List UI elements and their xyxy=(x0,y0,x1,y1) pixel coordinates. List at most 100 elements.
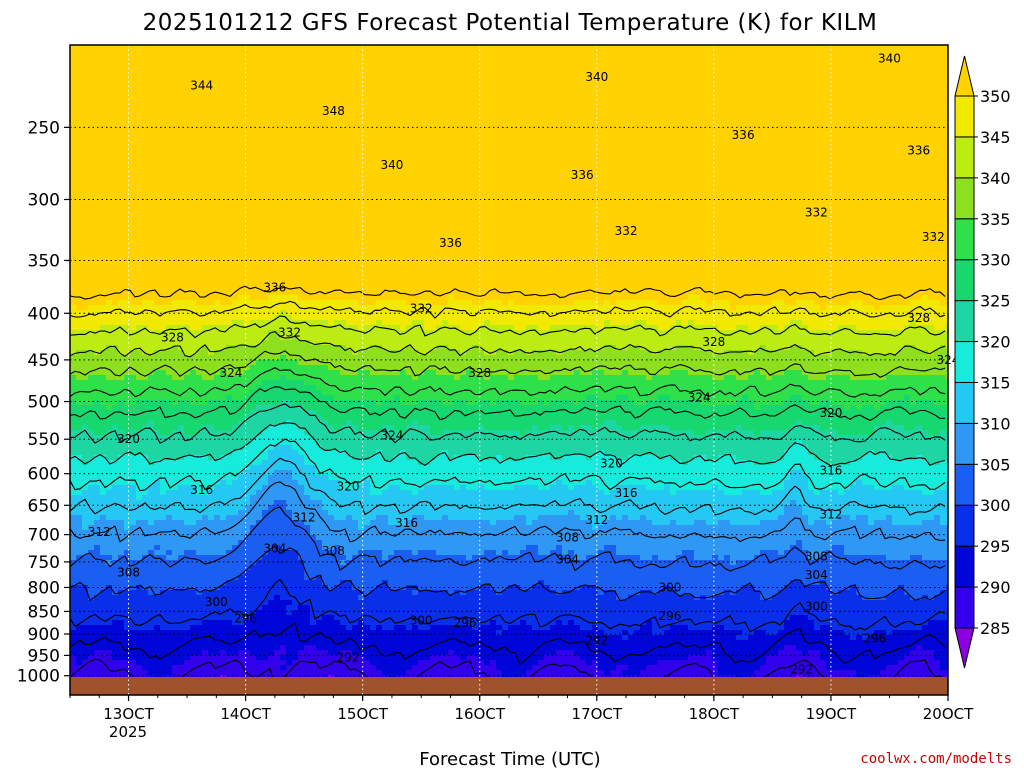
band-cell xyxy=(898,660,905,686)
band-cell xyxy=(424,660,431,691)
band-cell xyxy=(412,595,419,626)
band-cell xyxy=(886,595,893,636)
band-cell xyxy=(190,330,197,356)
contour-label: 316 xyxy=(615,486,638,500)
band-cell xyxy=(238,540,245,576)
band-cell xyxy=(142,45,149,301)
band-cell xyxy=(316,620,323,651)
band-cell xyxy=(208,490,215,521)
band-cell xyxy=(718,300,725,331)
band-cell xyxy=(700,405,707,436)
band-cell xyxy=(256,345,263,361)
band-cell xyxy=(256,560,263,611)
band-cell xyxy=(178,555,185,591)
band-cell xyxy=(160,555,167,591)
band-cell xyxy=(610,325,617,346)
band-cell xyxy=(502,520,509,551)
band-cell xyxy=(448,295,455,326)
band-cell xyxy=(310,645,317,686)
band-cell xyxy=(496,595,503,626)
band-cell xyxy=(340,425,347,451)
band-cell xyxy=(556,375,563,401)
band-cell xyxy=(826,400,833,431)
band-cell xyxy=(874,630,881,676)
band-cell xyxy=(70,585,77,631)
band-cell xyxy=(136,520,143,561)
band-cell xyxy=(160,400,167,436)
band-cell xyxy=(412,45,419,306)
band-cell xyxy=(724,330,731,351)
band-cell xyxy=(358,45,365,306)
band-cell xyxy=(736,590,743,631)
band-cell xyxy=(520,590,527,621)
band-cell xyxy=(226,430,233,456)
band-cell xyxy=(892,330,899,356)
band-cell xyxy=(526,355,533,376)
band-cell xyxy=(322,510,329,551)
band-cell xyxy=(448,555,455,596)
band-cell xyxy=(220,305,227,326)
band-cell xyxy=(856,635,863,681)
band-cell xyxy=(814,425,821,461)
band-cell xyxy=(586,375,593,396)
band-cell xyxy=(88,430,95,461)
contour-label: 332 xyxy=(410,301,433,315)
band-cell xyxy=(742,430,749,461)
band-cell xyxy=(652,355,659,376)
band-cell xyxy=(718,355,725,381)
band-cell xyxy=(766,405,773,431)
y-tick-label: 350 xyxy=(28,251,60,271)
band-cell xyxy=(634,45,641,301)
band-cell xyxy=(310,625,317,646)
band-cell xyxy=(112,595,119,621)
band-cell xyxy=(196,555,203,596)
band-cell xyxy=(604,400,611,421)
band-cell xyxy=(850,380,857,406)
band-cell xyxy=(346,375,353,401)
band-cell xyxy=(100,45,107,306)
band-cell xyxy=(262,360,269,381)
band-cell xyxy=(580,455,587,486)
band-cell xyxy=(820,310,827,331)
x-tick-label: 19OCT xyxy=(806,705,857,723)
band-cell xyxy=(400,490,407,526)
band-cell xyxy=(700,655,707,691)
band-cell xyxy=(304,645,311,695)
band-cell xyxy=(586,395,593,426)
band-cell xyxy=(298,455,305,486)
band-cell xyxy=(166,555,173,561)
band-cell xyxy=(670,625,677,661)
band-cell xyxy=(424,630,431,661)
band-cell xyxy=(106,490,113,521)
band-cell xyxy=(862,305,869,331)
band-cell xyxy=(454,300,461,326)
band-cell xyxy=(328,345,335,371)
band-cell xyxy=(940,590,947,621)
band-cell xyxy=(496,375,503,401)
band-cell xyxy=(814,630,821,651)
band-cell xyxy=(82,585,89,626)
band-cell xyxy=(424,330,431,356)
band-cell xyxy=(88,350,95,376)
band-cell xyxy=(694,400,701,436)
band-cell xyxy=(610,635,617,671)
band-cell xyxy=(832,350,839,376)
y-tick-label: 1000 xyxy=(17,667,60,687)
band-cell xyxy=(850,45,857,301)
y-tick-label: 850 xyxy=(28,602,60,622)
band-cell xyxy=(244,470,251,506)
band-cell xyxy=(304,435,311,466)
band-cell xyxy=(268,550,275,601)
band-cell xyxy=(208,460,215,491)
band-cell xyxy=(826,375,833,401)
band-cell xyxy=(706,305,713,326)
band-cell xyxy=(274,650,281,695)
band-cell xyxy=(796,615,803,651)
band-cell xyxy=(730,350,737,376)
band-cell xyxy=(790,45,797,306)
band-cell xyxy=(448,625,455,651)
band-cell xyxy=(850,405,857,436)
band-cell xyxy=(148,300,155,331)
band-cell xyxy=(340,450,347,491)
band-cell xyxy=(562,400,569,431)
